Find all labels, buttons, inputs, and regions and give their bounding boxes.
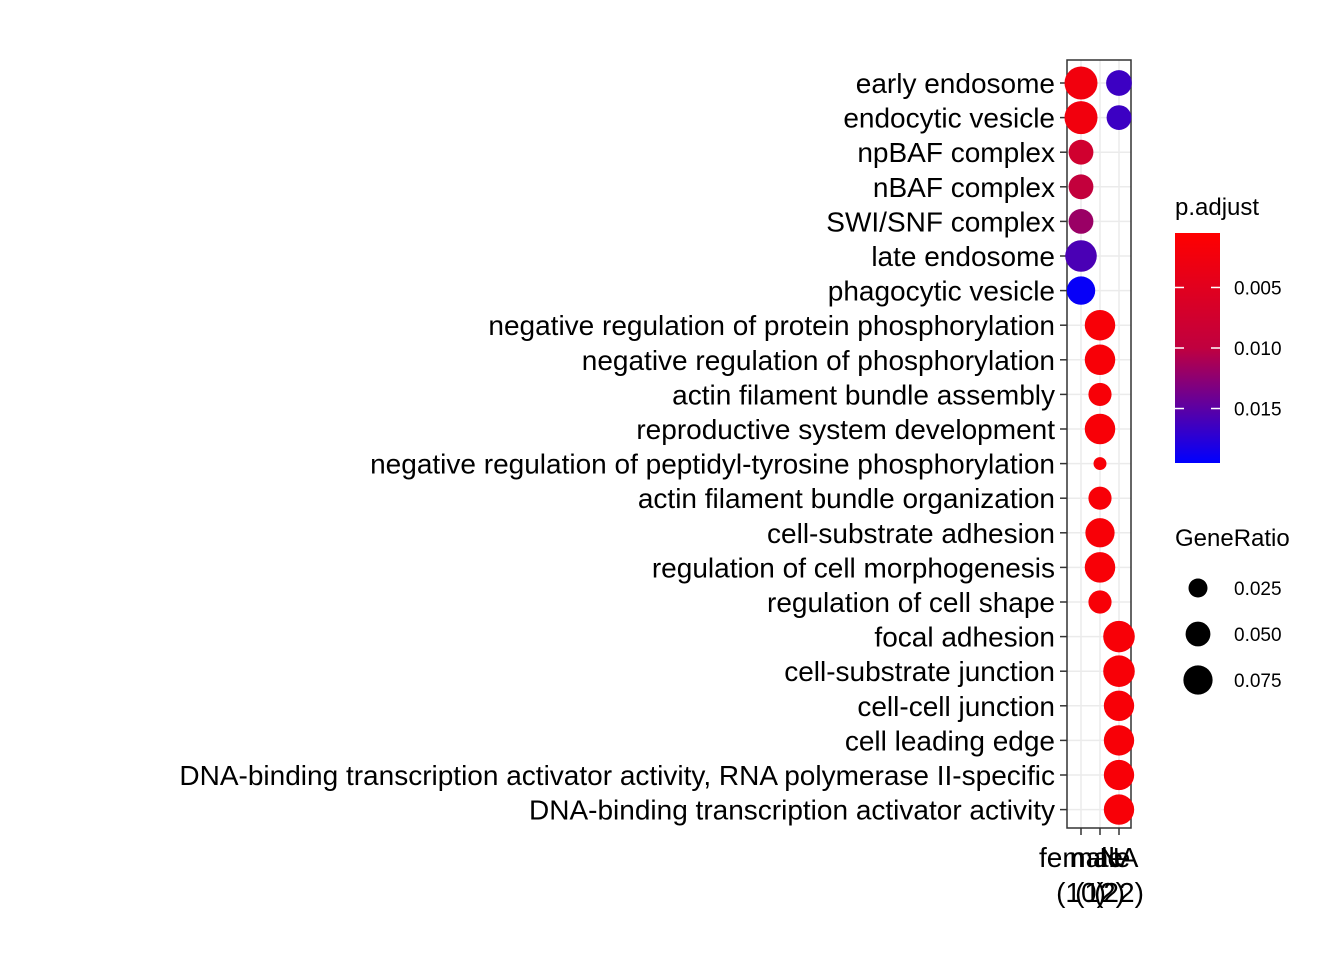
point-na-early-endosome: [1106, 70, 1132, 96]
x-tick-label-female: female: [1039, 842, 1123, 873]
point-female-nbaf-complex: [1068, 174, 1094, 200]
color-tick-label: 0.005: [1234, 278, 1282, 299]
size-legend-dot: [1183, 665, 1213, 695]
size-legend-items: 0.025 0.050 0.075: [1183, 578, 1282, 695]
y-tick-label-npbaf-complex: npBAF complex: [857, 137, 1055, 168]
point-female-early-endosome: [1064, 66, 1098, 100]
point-na-cell-leading-edge: [1103, 725, 1135, 756]
point-na-dna-binding-transcription-activator-activity-rna-polymerase-ii-specific: [1103, 759, 1135, 791]
size-legend-dot: [1185, 621, 1211, 647]
point-male-negative-regulation-of-phosphorylation: [1084, 344, 1116, 376]
y-tick-label-regulation-of-cell-shape: regulation of cell shape: [767, 587, 1055, 618]
y-tick-label-early-endosome: early endosome: [856, 68, 1055, 99]
size-legend-label: 0.050: [1234, 625, 1282, 646]
size-legend-title: GeneRatio: [1175, 525, 1290, 552]
y-tick-label-dna-binding-transcription-activator-activity: DNA-binding transcription activator acti…: [529, 795, 1055, 826]
color-legend-title: p.adjust: [1175, 194, 1259, 221]
y-tick-label-negative-regulation-of-peptidyl-tyrosine-phosphorylation: negative regulation of peptidyl-tyrosine…: [370, 449, 1055, 480]
point-male-regulation-of-cell-shape: [1088, 590, 1112, 614]
point-na-endocytic-vesicle: [1106, 105, 1132, 130]
y-tick-label-negative-regulation-of-phosphorylation: negative regulation of phosphorylation: [582, 345, 1055, 376]
point-na-focal-adhesion: [1103, 620, 1135, 653]
x-tick-count-male: (12): [1075, 877, 1125, 908]
color-tick-label: 0.015: [1234, 400, 1282, 421]
color-legend: p.adjust 0.005 0.010 0.015: [1175, 194, 1282, 463]
y-tick-label-reproductive-system-development: reproductive system development: [636, 414, 1055, 445]
point-female-late-endosome: [1065, 240, 1097, 272]
x-axis: female (10) male (12) NA (22): [1039, 828, 1144, 908]
point-male-negative-regulation-of-peptidyl-tyrosine-phosphorylation: [1093, 457, 1107, 471]
point-female-swi-snf-complex: [1068, 209, 1094, 234]
panel-border: [1066, 59, 1132, 829]
points: [1064, 66, 1135, 825]
y-tick-label-actin-filament-bundle-organization: actin filament bundle organization: [638, 483, 1055, 514]
x-tick-label-male: male: [1070, 842, 1131, 873]
point-na-dna-binding-transcription-activator-activity: [1103, 794, 1135, 825]
y-tick-label-swi-snf-complex: SWI/SNF complex: [826, 206, 1055, 237]
y-tick-label-cell-substrate-junction: cell-substrate junction: [784, 656, 1055, 687]
point-male-reproductive-system-development: [1084, 413, 1116, 445]
x-tick-label-na: NA: [1100, 842, 1139, 873]
point-na-cell-substrate-junction: [1103, 655, 1135, 687]
point-male-actin-filament-bundle-organization: [1088, 486, 1112, 510]
color-tick-label: 0.010: [1234, 339, 1282, 360]
point-male-regulation-of-cell-morphogenesis: [1084, 552, 1116, 583]
x-tick-count-female: (10): [1056, 877, 1106, 908]
color-legend-ticks: 0.005 0.010 0.015: [1175, 278, 1282, 421]
x-tick-count-na: (22): [1094, 877, 1144, 908]
size-legend-label: 0.025: [1234, 579, 1282, 600]
y-tick-label-phagocytic-vesicle: phagocytic vesicle: [828, 276, 1055, 307]
y-tick-label-regulation-of-cell-morphogenesis: regulation of cell morphogenesis: [652, 552, 1055, 583]
size-legend-dot: [1188, 578, 1208, 598]
y-tick-label-endocytic-vesicle: endocytic vesicle: [843, 103, 1055, 134]
size-legend-label: 0.075: [1234, 671, 1282, 692]
point-female-npbaf-complex: [1068, 139, 1094, 165]
point-male-negative-regulation-of-protein-phosphorylation: [1084, 309, 1116, 341]
point-male-actin-filament-bundle-assembly: [1088, 382, 1112, 406]
y-tick-label-cell-substrate-adhesion: cell-substrate adhesion: [767, 518, 1055, 549]
y-tick-label-cell-leading-edge: cell leading edge: [845, 725, 1055, 756]
y-tick-label-late-endosome: late endosome: [871, 241, 1055, 272]
point-na-cell-cell-junction: [1103, 690, 1135, 721]
y-tick-label-nbaf-complex: nBAF complex: [873, 172, 1055, 203]
size-legend: GeneRatio 0.025 0.050 0.075: [1175, 525, 1290, 695]
y-tick-label-actin-filament-bundle-assembly: actin filament bundle assembly: [672, 379, 1055, 410]
y-tick-label-cell-cell-junction: cell-cell junction: [857, 691, 1055, 722]
y-tick-label-negative-regulation-of-protein-phosphorylation: negative regulation of protein phosphory…: [488, 310, 1055, 341]
point-female-endocytic-vesicle: [1064, 101, 1098, 135]
point-female-phagocytic-vesicle: [1066, 276, 1096, 305]
point-male-cell-substrate-adhesion: [1085, 518, 1115, 548]
y-tick-label-dna-binding-transcription-activator-activity-rna-polymerase-ii-specific: DNA-binding transcription activator acti…: [179, 760, 1055, 791]
y-tick-label-focal-adhesion: focal adhesion: [874, 622, 1055, 653]
